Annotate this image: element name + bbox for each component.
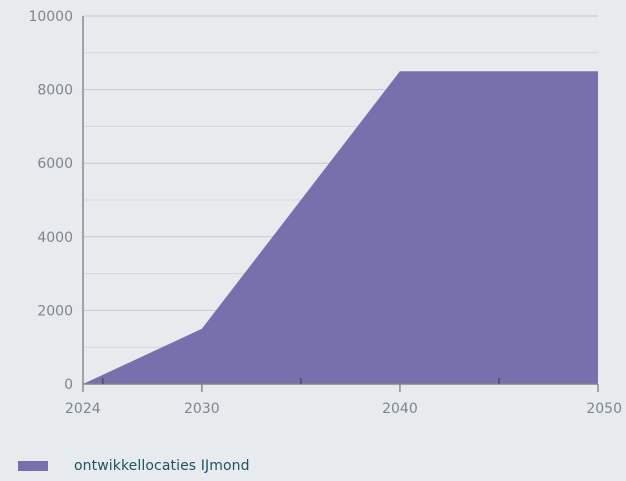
legend-swatch [18,461,48,471]
x-tick-labels: 2024 2030 2040 2050 [65,401,622,417]
y-tick-label: 6000 [37,156,73,172]
area-ontwikkellocaties-ijmond [83,71,598,384]
axes [82,16,599,392]
legend-label: ontwikkellocaties IJmond [74,458,250,474]
y-tick-label: 10000 [28,9,73,25]
y-tick-label: 2000 [37,303,73,319]
area-series [83,71,598,384]
x-tick-label: 2050 [586,401,622,417]
y-tick-label: 4000 [37,230,73,246]
y-tick-labels: 0 2000 4000 6000 8000 10000 [28,9,73,393]
y-tick-label: 8000 [37,83,73,99]
y-tick-label: 0 [64,377,73,393]
x-tick-label: 2030 [184,401,220,417]
legend: ontwikkellocaties IJmond [18,458,250,474]
x-tick-label: 2040 [382,401,418,417]
x-tick-label: 2024 [65,401,101,417]
